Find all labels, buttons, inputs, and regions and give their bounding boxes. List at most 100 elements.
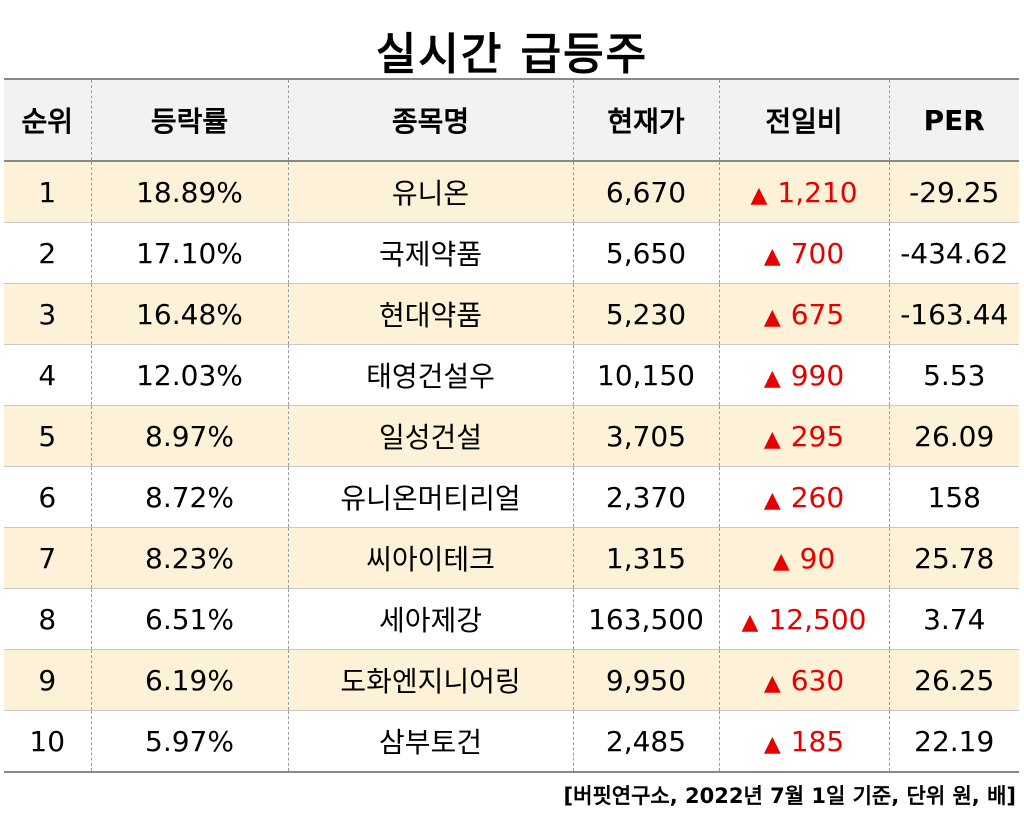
cell-per: 22.19 — [888, 710, 1019, 773]
header-change-rate: 등락률 — [90, 78, 288, 162]
daily-change-value: 990 — [790, 358, 845, 392]
cell-change-rate: 8.72% — [90, 466, 288, 528]
cell-daily-change: ▲ 990 — [718, 344, 889, 406]
table-row: 10 5.97% 삼부토건 2,485 ▲ 185 22.19 — [4, 710, 1019, 773]
table-header-row: 순위 등락률 종목명 현재가 전일비 PER — [4, 78, 1019, 162]
cell-rank: 7 — [4, 527, 91, 589]
cell-stock-name: 씨아이테크 — [287, 527, 573, 589]
up-triangle-icon: ▲ — [763, 426, 781, 452]
header-stock-name: 종목명 — [287, 78, 573, 162]
cell-stock-name: 유니온 — [287, 161, 573, 223]
page-title: 실시간 급등주 — [375, 29, 649, 80]
cell-change-rate: 8.23% — [90, 527, 288, 589]
cell-current-price: 2,370 — [572, 466, 719, 528]
daily-change-value: 12,500 — [768, 602, 867, 636]
cell-stock-name: 일성건설 — [287, 405, 573, 467]
up-triangle-icon: ▲ — [763, 670, 781, 696]
cell-daily-change: ▲ 295 — [718, 405, 889, 467]
cell-change-rate: 5.97% — [90, 710, 288, 773]
daily-change-value: 260 — [790, 480, 845, 514]
cell-change-rate: 18.89% — [90, 161, 288, 223]
cell-per: 25.78 — [888, 527, 1019, 589]
cell-per: 26.25 — [888, 649, 1019, 711]
table-row: 3 16.48% 현대약품 5,230 ▲ 675 -163.44 — [4, 283, 1019, 345]
cell-rank: 2 — [4, 222, 91, 284]
cell-stock-name: 도화엔지니어링 — [287, 649, 573, 711]
cell-change-rate: 6.51% — [90, 588, 288, 650]
table-row: 6 8.72% 유니온머티리얼 2,370 ▲ 260 158 — [4, 466, 1019, 528]
cell-change-rate: 16.48% — [90, 283, 288, 345]
cell-change-rate: 17.10% — [90, 222, 288, 284]
cell-daily-change: ▲ 260 — [718, 466, 889, 528]
cell-rank: 6 — [4, 466, 91, 528]
up-triangle-icon: ▲ — [741, 609, 759, 635]
cell-rank: 1 — [4, 161, 91, 223]
header-current-price: 현재가 — [572, 78, 719, 162]
cell-current-price: 163,500 — [572, 588, 719, 650]
header-per: PER — [888, 78, 1019, 162]
cell-per: -163.44 — [888, 283, 1019, 345]
daily-change-value: 295 — [790, 419, 845, 453]
cell-daily-change: ▲ 90 — [718, 527, 889, 589]
cell-per: -29.25 — [888, 161, 1019, 223]
header-daily-change: 전일비 — [718, 78, 889, 162]
up-triangle-icon: ▲ — [750, 182, 768, 208]
up-triangle-icon: ▲ — [763, 487, 781, 513]
cell-current-price: 6,670 — [572, 161, 719, 223]
table-row: 7 8.23% 씨아이테크 1,315 ▲ 90 25.78 — [4, 527, 1019, 589]
up-triangle-icon: ▲ — [763, 365, 781, 391]
cell-daily-change: ▲ 630 — [718, 649, 889, 711]
cell-per: 5.53 — [888, 344, 1019, 406]
cell-rank: 4 — [4, 344, 91, 406]
cell-stock-name: 세아제강 — [287, 588, 573, 650]
cell-current-price: 2,485 — [572, 710, 719, 773]
daily-change-value: 630 — [790, 663, 845, 697]
cell-rank: 5 — [4, 405, 91, 467]
daily-change-value: 90 — [799, 541, 836, 575]
daily-change-value: 1,210 — [777, 175, 858, 209]
up-triangle-icon: ▲ — [763, 304, 781, 330]
table-row: 8 6.51% 세아제강 163,500 ▲ 12,500 3.74 — [4, 588, 1019, 650]
cell-current-price: 3,705 — [572, 405, 719, 467]
table-row: 9 6.19% 도화엔지니어링 9,950 ▲ 630 26.25 — [4, 649, 1019, 711]
header-rank: 순위 — [4, 78, 91, 162]
up-triangle-icon: ▲ — [772, 548, 790, 574]
surging-stocks-table: 순위 등락률 종목명 현재가 전일비 PER 1 18.89% 유니온 6,670 ▲ 1… — [4, 78, 1019, 773]
cell-current-price: 9,950 — [572, 649, 719, 711]
cell-stock-name: 삼부토건 — [287, 710, 573, 773]
up-triangle-icon: ▲ — [763, 243, 781, 269]
daily-change-value: 675 — [790, 297, 845, 331]
cell-per: -434.62 — [888, 222, 1019, 284]
cell-stock-name: 유니온머티리얼 — [287, 466, 573, 528]
cell-daily-change: ▲ 675 — [718, 283, 889, 345]
cell-rank: 9 — [4, 649, 91, 711]
cell-current-price: 10,150 — [572, 344, 719, 406]
cell-stock-name: 태영건설우 — [287, 344, 573, 406]
cell-per: 26.09 — [888, 405, 1019, 467]
cell-rank: 3 — [4, 283, 91, 345]
cell-per: 158 — [888, 466, 1019, 528]
table-row: 2 17.10% 국제약품 5,650 ▲ 700 -434.62 — [4, 222, 1019, 284]
table-row: 5 8.97% 일성건설 3,705 ▲ 295 26.09 — [4, 405, 1019, 467]
cell-current-price: 5,230 — [572, 283, 719, 345]
cell-change-rate: 6.19% — [90, 649, 288, 711]
table-row: 1 18.89% 유니온 6,670 ▲ 1,210 -29.25 — [4, 161, 1019, 223]
cell-rank: 8 — [4, 588, 91, 650]
cell-current-price: 5,650 — [572, 222, 719, 284]
cell-daily-change: ▲ 12,500 — [718, 588, 889, 650]
up-triangle-icon: ▲ — [763, 731, 781, 757]
cell-change-rate: 12.03% — [90, 344, 288, 406]
cell-stock-name: 현대약품 — [287, 283, 573, 345]
cell-current-price: 1,315 — [572, 527, 719, 589]
source-note: [버핏연구소, 2022년 7월 1일 기준, 단위 원, 배] — [563, 784, 1016, 808]
cell-daily-change: ▲ 185 — [718, 710, 889, 773]
cell-stock-name: 국제약품 — [287, 222, 573, 284]
cell-rank: 10 — [4, 710, 91, 773]
table-row: 4 12.03% 태영건설우 10,150 ▲ 990 5.53 — [4, 344, 1019, 406]
cell-daily-change: ▲ 1,210 — [718, 161, 889, 223]
cell-change-rate: 8.97% — [90, 405, 288, 467]
daily-change-value: 700 — [790, 236, 845, 270]
cell-daily-change: ▲ 700 — [718, 222, 889, 284]
cell-per: 3.74 — [888, 588, 1019, 650]
daily-change-value: 185 — [790, 724, 845, 758]
